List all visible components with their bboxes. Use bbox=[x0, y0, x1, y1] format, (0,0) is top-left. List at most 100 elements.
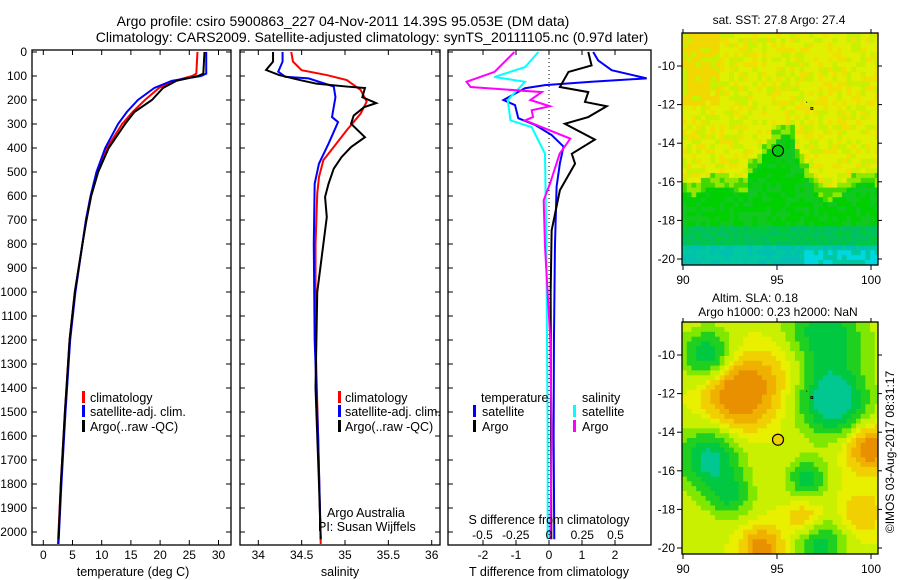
sla-map-cell bbox=[757, 476, 763, 482]
sla-map-cell bbox=[752, 336, 758, 343]
sst-map-cell bbox=[700, 129, 707, 136]
sla-map-cell bbox=[696, 428, 702, 434]
sst-map-cell bbox=[870, 173, 876, 179]
sla-map-cell bbox=[738, 341, 744, 347]
sla-map-cell bbox=[691, 341, 697, 347]
sla-map-cell bbox=[752, 404, 758, 410]
sla-map-cell bbox=[700, 438, 707, 444]
sla-map-cell bbox=[846, 346, 852, 352]
sst-map-cell bbox=[790, 110, 796, 116]
sst-map-cell bbox=[752, 163, 758, 169]
sst-map-cell bbox=[700, 235, 707, 242]
sla-map-cell bbox=[799, 534, 805, 540]
sla-map-cell bbox=[860, 438, 866, 444]
sst-map-cell bbox=[766, 197, 772, 203]
sst-map-cell bbox=[724, 42, 730, 49]
sla-map-cell bbox=[841, 428, 848, 434]
sst-map-cell bbox=[785, 149, 791, 155]
sla-map-cell bbox=[776, 351, 782, 357]
sla-map-cell bbox=[691, 438, 697, 444]
sst-map-cell bbox=[691, 250, 697, 256]
sst-map-cell bbox=[766, 71, 772, 78]
sla-map-cell bbox=[827, 539, 834, 545]
sst-map-cell bbox=[818, 115, 824, 121]
sla-map-cell bbox=[841, 365, 848, 371]
sla-map-cell bbox=[682, 534, 688, 540]
sst-map-cell bbox=[837, 260, 843, 266]
sst-map-cell bbox=[724, 149, 730, 155]
sla-map-cell bbox=[738, 428, 744, 434]
sla-map-cell bbox=[719, 524, 725, 531]
sst-map-cell bbox=[743, 221, 749, 227]
sla-map-cell bbox=[870, 331, 876, 338]
sla-map-cell bbox=[733, 322, 740, 328]
sla-map-cell bbox=[696, 471, 702, 478]
sla-map-cell bbox=[686, 486, 693, 492]
sst-map-cell bbox=[738, 71, 744, 78]
sla-map-cell bbox=[794, 380, 801, 386]
sla-map-cell bbox=[785, 457, 791, 463]
sla-map-cell bbox=[766, 452, 772, 458]
sst-map-cell bbox=[762, 105, 768, 111]
sla-map-cell bbox=[818, 438, 824, 444]
sla-map-cell bbox=[696, 356, 702, 362]
sst-map-cell bbox=[700, 158, 707, 164]
sst-map-cell bbox=[719, 52, 725, 58]
sla-map-cell bbox=[686, 515, 693, 521]
sst-map-cell bbox=[686, 139, 693, 145]
sla-map-cell bbox=[757, 360, 763, 367]
sst-map-cell bbox=[799, 158, 805, 164]
sla-map-cell bbox=[757, 365, 763, 371]
sst-map-cell bbox=[747, 163, 754, 169]
sla-map-cell bbox=[776, 365, 782, 371]
sst-map-cell bbox=[747, 62, 754, 68]
sla-map-cell bbox=[715, 520, 721, 526]
sla-map-cell bbox=[710, 404, 716, 410]
sla-map-cell bbox=[827, 442, 834, 449]
sst-map-cell bbox=[813, 81, 819, 87]
sla-map-cell bbox=[766, 481, 772, 487]
sla-map-cell bbox=[733, 394, 740, 400]
sla-map-cell bbox=[700, 457, 707, 463]
sla-map-cell bbox=[846, 481, 852, 487]
sla-map-cell bbox=[738, 375, 744, 381]
sst-map-cell bbox=[719, 226, 725, 232]
sla-map-cell bbox=[785, 336, 791, 343]
sst-map-cell bbox=[738, 206, 744, 213]
sla-map-cell bbox=[780, 520, 787, 526]
sla-map-cell bbox=[715, 399, 721, 405]
sla-map-cell bbox=[827, 524, 834, 531]
sla-map-cell bbox=[766, 356, 772, 362]
sst-map-cell bbox=[766, 105, 772, 111]
sst-map-cell bbox=[851, 95, 857, 102]
sla-map-cell bbox=[705, 351, 711, 357]
sst-map-cell bbox=[743, 173, 749, 179]
sla-map-cell bbox=[804, 447, 810, 453]
sst-map-cell bbox=[771, 33, 777, 39]
sla-map-cell bbox=[762, 409, 768, 415]
sla-map-cell bbox=[832, 452, 838, 458]
sla-map-cell bbox=[856, 413, 862, 420]
sst-map-cell bbox=[700, 91, 707, 97]
sla-map-cell bbox=[682, 462, 688, 468]
sla-map-cell bbox=[809, 505, 815, 511]
sla-map-cell bbox=[724, 438, 730, 444]
sst-map-cell bbox=[719, 240, 725, 247]
sla-map-cell bbox=[766, 351, 772, 357]
sla-map-cell bbox=[832, 346, 838, 352]
sla-map-cell bbox=[715, 500, 721, 507]
sst-map-cell bbox=[691, 144, 697, 150]
sla-map-cell bbox=[837, 442, 843, 449]
sla-map-cell bbox=[827, 365, 834, 371]
sst-map-cell bbox=[804, 42, 810, 49]
sla-map-cell bbox=[865, 452, 871, 458]
sla-map-cell bbox=[682, 447, 688, 453]
sla-map-cell bbox=[794, 447, 801, 453]
sst-map-cell bbox=[865, 62, 871, 68]
sst-map-cell bbox=[832, 129, 838, 136]
sst-map-cell bbox=[682, 33, 688, 39]
sla-map-cell bbox=[771, 428, 777, 434]
sst-map-cell bbox=[757, 211, 763, 218]
sst-map-cell bbox=[780, 202, 787, 208]
temperature-tick-label: 0 bbox=[40, 548, 47, 562]
